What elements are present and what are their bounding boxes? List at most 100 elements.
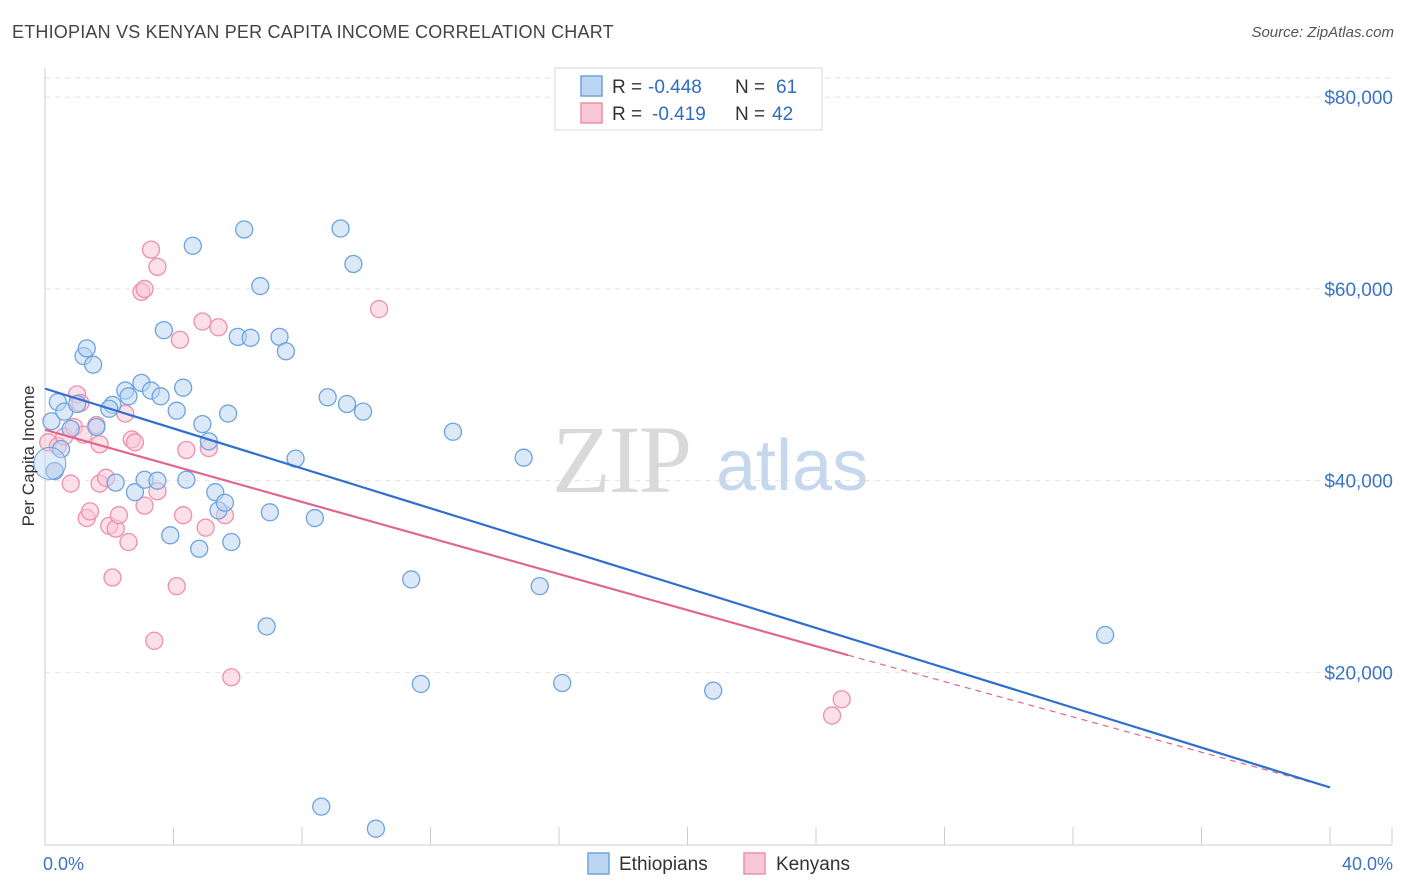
ethiopians-point <box>222 532 241 552</box>
x-tick-label: 40.0% <box>1342 854 1393 874</box>
x-tick-label: 0.0% <box>43 854 84 874</box>
ethiopians-point <box>42 412 61 431</box>
ethiopians-points <box>33 219 1115 838</box>
ethiopians-point <box>173 378 193 397</box>
source-label: Source: ZipAtlas.com <box>1251 24 1394 41</box>
ethiopians-point <box>1095 625 1115 645</box>
kenyans-point <box>209 318 228 337</box>
ethiopians-point <box>125 483 145 502</box>
y-tick-label: $40,000 <box>1324 472 1393 493</box>
ethiopians-point <box>161 526 180 545</box>
kenyans-point <box>145 631 164 650</box>
ethiopians-point <box>106 473 125 492</box>
legend-r-value-ethiopians: -0.448 <box>648 77 702 98</box>
ethiopians-point <box>167 401 186 420</box>
ethiopians-point <box>276 342 296 361</box>
y-tick-label: $60,000 <box>1324 280 1393 301</box>
kenyans-trend-extension <box>847 654 1331 789</box>
legend-r-label-kenyans: R = <box>612 104 642 125</box>
x-tick-labels: 0.0% 40.0% <box>43 854 1393 874</box>
ethiopians-point <box>402 570 421 589</box>
ethiopians-point <box>148 471 167 490</box>
kenyans-point <box>170 330 190 349</box>
kenyans-point <box>369 299 389 319</box>
ethiopians-point <box>704 681 723 700</box>
kenyans-point <box>177 440 196 460</box>
ethiopians-point <box>218 404 238 423</box>
ethiopians-point <box>443 422 463 441</box>
legend-swatch-ethiopians <box>580 75 603 97</box>
ethiopians-point <box>84 355 103 374</box>
stats-legend: R = -0.448 N = 61 R = -0.419 N = 42 <box>554 67 823 131</box>
kenyans-point <box>173 506 193 525</box>
kenyans-point <box>135 279 154 299</box>
ethiopians-trend-line <box>44 387 1331 789</box>
axes <box>44 68 1393 846</box>
ethiopians-point-cluster <box>33 446 67 480</box>
watermark: ZIP atlas <box>552 406 868 513</box>
legend-n-label-kenyans: N = <box>735 104 765 125</box>
ethiopians-point <box>514 448 533 467</box>
ethiopians-point <box>344 254 363 274</box>
kenyans-point <box>135 496 154 515</box>
ethiopians-point <box>305 508 325 528</box>
ethiopians-point <box>331 219 350 238</box>
chart-title: ETHIOPIAN VS KENYAN PER CAPITA INCOME CO… <box>12 22 614 42</box>
ethiopians-point <box>312 797 331 816</box>
legend-r-label-ethiopians: R = <box>612 77 642 98</box>
kenyans-trend-line <box>44 428 849 657</box>
kenyans-point <box>61 474 80 493</box>
kenyans-point <box>103 568 122 587</box>
ethiopians-point <box>151 387 170 406</box>
ethiopians-point <box>215 493 235 512</box>
kenyans-point <box>222 668 241 687</box>
ethiopians-point <box>183 236 202 255</box>
ethiopians-point <box>411 674 431 694</box>
legend-n-value-ethiopians: 61 <box>776 77 797 98</box>
ethiopians-point <box>119 387 138 406</box>
ethiopians-point <box>77 339 96 358</box>
ethiopians-point <box>235 220 254 239</box>
gridlines <box>45 77 1392 673</box>
bottom-legend-kenyans: Kenyans <box>776 854 850 875</box>
kenyans-point <box>196 518 215 537</box>
bottom-legend-ethiopians: Ethiopians <box>619 854 708 875</box>
bottom-swatch-ethiopians <box>587 852 610 875</box>
legend-n-label-ethiopians: N = <box>735 77 765 98</box>
legend-n-value-kenyans: 42 <box>772 104 793 125</box>
watermark-atlas: atlas <box>716 426 868 506</box>
ethiopians-point <box>257 617 276 636</box>
ethiopians-point <box>193 414 212 434</box>
ethiopians-point <box>177 470 196 489</box>
kenyans-point <box>141 240 161 259</box>
ethiopians-point <box>241 328 260 347</box>
trend-lines <box>44 387 1331 789</box>
kenyans-point <box>119 532 138 552</box>
kenyans-point <box>109 506 129 525</box>
y-tick-labels: $20,000 $40,000 $60,000 $80,000 <box>1324 88 1393 684</box>
kenyans-point <box>125 433 145 452</box>
ethiopians-point <box>553 673 572 693</box>
bottom-swatch-kenyans <box>743 852 766 875</box>
ethiopians-point <box>530 576 549 596</box>
series-legend: Ethiopians Kenyans <box>587 852 850 875</box>
y-tick-label: $20,000 <box>1324 663 1393 684</box>
y-tick-label: $80,000 <box>1324 88 1393 109</box>
ethiopians-point <box>353 402 373 421</box>
ethiopians-point <box>154 321 174 340</box>
kenyans-point <box>80 502 100 521</box>
watermark-zip: ZIP <box>552 406 690 513</box>
kenyans-point <box>148 257 167 277</box>
kenyans-point <box>193 312 212 331</box>
kenyans-point <box>822 706 842 725</box>
y-axis-title: Per Capita Income <box>19 386 38 527</box>
kenyans-point <box>832 690 851 709</box>
ethiopians-point <box>87 417 106 437</box>
ethiopians-point <box>366 819 386 838</box>
kenyans-point <box>167 576 186 596</box>
ethiopians-point <box>190 539 209 558</box>
ethiopians-point <box>260 503 280 522</box>
legend-r-value-kenyans: -0.419 <box>652 104 706 125</box>
ethiopians-point <box>45 461 64 481</box>
